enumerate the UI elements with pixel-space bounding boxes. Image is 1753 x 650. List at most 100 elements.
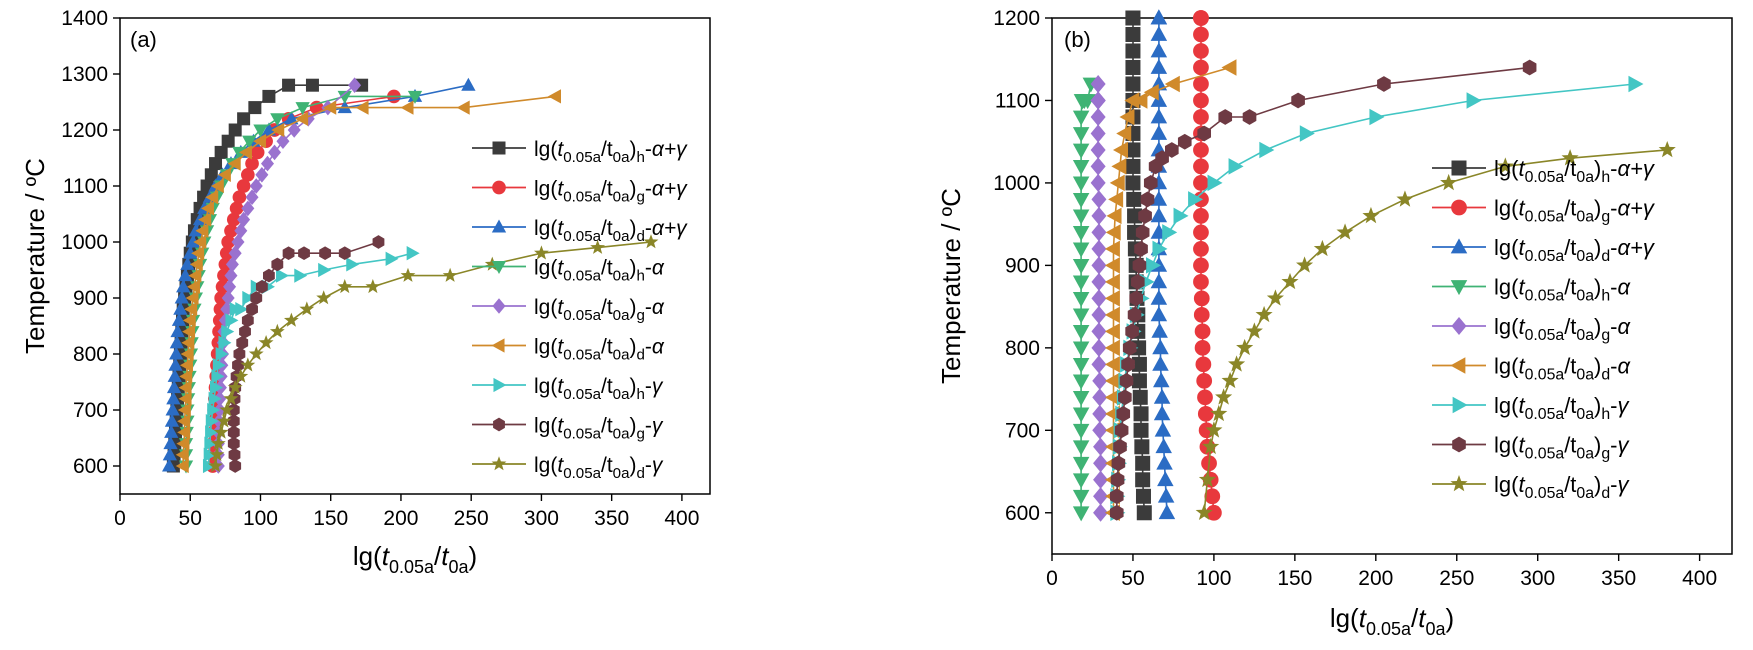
data-point <box>1193 158 1209 175</box>
data-point <box>1090 107 1106 126</box>
y-tick-label: 1000 <box>61 231 108 254</box>
data-point <box>299 301 315 316</box>
data-point <box>1133 422 1149 438</box>
y-tick-label: 800 <box>1005 337 1040 360</box>
data-point <box>1072 407 1090 423</box>
data-point <box>262 89 276 103</box>
data-point <box>1104 306 1120 324</box>
y-axis-label: Temperature / ºC <box>20 158 50 354</box>
data-point <box>1118 389 1132 406</box>
data-point <box>186 279 200 294</box>
y-tick-label: 900 <box>73 287 108 310</box>
data-point <box>176 279 191 293</box>
data-point <box>1114 422 1129 439</box>
data-point <box>214 145 228 159</box>
data-point <box>1106 207 1122 225</box>
data-point <box>168 357 183 371</box>
y-axis-label: Temperature / ºC <box>936 188 966 384</box>
data-point <box>1628 75 1644 93</box>
data-point <box>175 447 189 462</box>
legend-label: lg(t0.05a/t0a)g-α+γ <box>1494 196 1656 226</box>
data-point <box>1194 323 1211 340</box>
data-point <box>1150 124 1168 140</box>
data-point <box>182 313 196 328</box>
data-point <box>1072 473 1090 489</box>
data-point <box>1126 191 1142 207</box>
data-point <box>250 145 265 160</box>
data-point <box>355 100 369 115</box>
data-point <box>183 245 198 259</box>
data-point <box>1135 488 1151 504</box>
data-point <box>1193 59 1209 76</box>
data-point <box>232 146 247 160</box>
x-axis-label: lg(t0.05a/t0a) <box>1330 603 1454 639</box>
data-point <box>548 89 562 104</box>
data-point <box>1104 356 1120 373</box>
data-point <box>180 346 194 362</box>
data-point <box>1091 322 1107 341</box>
legend-marker <box>492 141 506 155</box>
data-point <box>166 391 181 405</box>
data-point <box>1193 92 1209 109</box>
y-tick-label: 700 <box>1005 419 1040 442</box>
data-point <box>1072 324 1090 340</box>
data-point <box>1072 226 1090 242</box>
data-point <box>1127 306 1142 323</box>
data-point <box>223 391 239 406</box>
legend-label: lg(t0.05a/t0a)d-α <box>1494 354 1632 384</box>
data-point <box>208 458 223 473</box>
data-point <box>163 436 178 450</box>
data-point <box>231 234 245 250</box>
data-point <box>1496 157 1514 174</box>
data-point <box>242 290 256 306</box>
data-point <box>1125 76 1141 92</box>
data-point <box>1134 439 1150 455</box>
data-point <box>221 290 235 306</box>
data-point <box>1090 124 1106 143</box>
data-point <box>1202 437 1220 455</box>
data-point <box>167 368 182 382</box>
data-point <box>195 223 209 238</box>
data-point <box>461 77 476 91</box>
data-point <box>1197 405 1214 422</box>
legend-label: lg(t0.05a/t0a)d-γ <box>1494 472 1631 502</box>
data-point <box>1132 257 1147 274</box>
legend-entry: lg(t0.05a/t0a)h-α <box>1432 275 1632 305</box>
data-point <box>298 246 310 261</box>
data-point <box>1093 470 1109 489</box>
data-point <box>323 100 337 115</box>
data-point <box>228 447 241 462</box>
data-point <box>1152 339 1169 355</box>
data-point <box>1561 149 1579 166</box>
data-point <box>169 335 185 349</box>
data-point <box>270 113 285 127</box>
data-point <box>1130 274 1145 290</box>
data-point <box>166 380 182 394</box>
legend-entry: lg(t0.05a/t0a)h-α+γ <box>1432 156 1656 186</box>
data-point <box>227 156 241 171</box>
data-point <box>1131 356 1147 372</box>
data-point <box>184 302 198 317</box>
legend-entry: lg(t0.05a/t0a)d-α <box>1432 354 1632 384</box>
data-point <box>337 100 352 114</box>
data-point <box>305 78 319 92</box>
series-line <box>1116 66 1530 513</box>
data-point <box>1125 323 1139 340</box>
data-point <box>283 312 299 327</box>
data-point <box>590 239 606 254</box>
series-hexagon <box>1109 59 1537 521</box>
x-tick-label: 100 <box>243 507 278 530</box>
data-point <box>235 302 249 317</box>
data-point <box>208 391 222 406</box>
legend-label: lg(t0.05a/t0a)d-α+γ <box>534 217 688 245</box>
data-point <box>253 134 267 149</box>
legend-entry: lg(t0.05a/t0a)d-α+γ <box>472 217 688 245</box>
data-point <box>1091 272 1107 291</box>
y-tick-label: 1200 <box>993 7 1040 30</box>
data-point <box>178 391 192 406</box>
data-point <box>1150 58 1168 74</box>
data-point <box>1072 357 1090 373</box>
data-point <box>1221 59 1237 76</box>
series-star <box>1195 140 1676 521</box>
